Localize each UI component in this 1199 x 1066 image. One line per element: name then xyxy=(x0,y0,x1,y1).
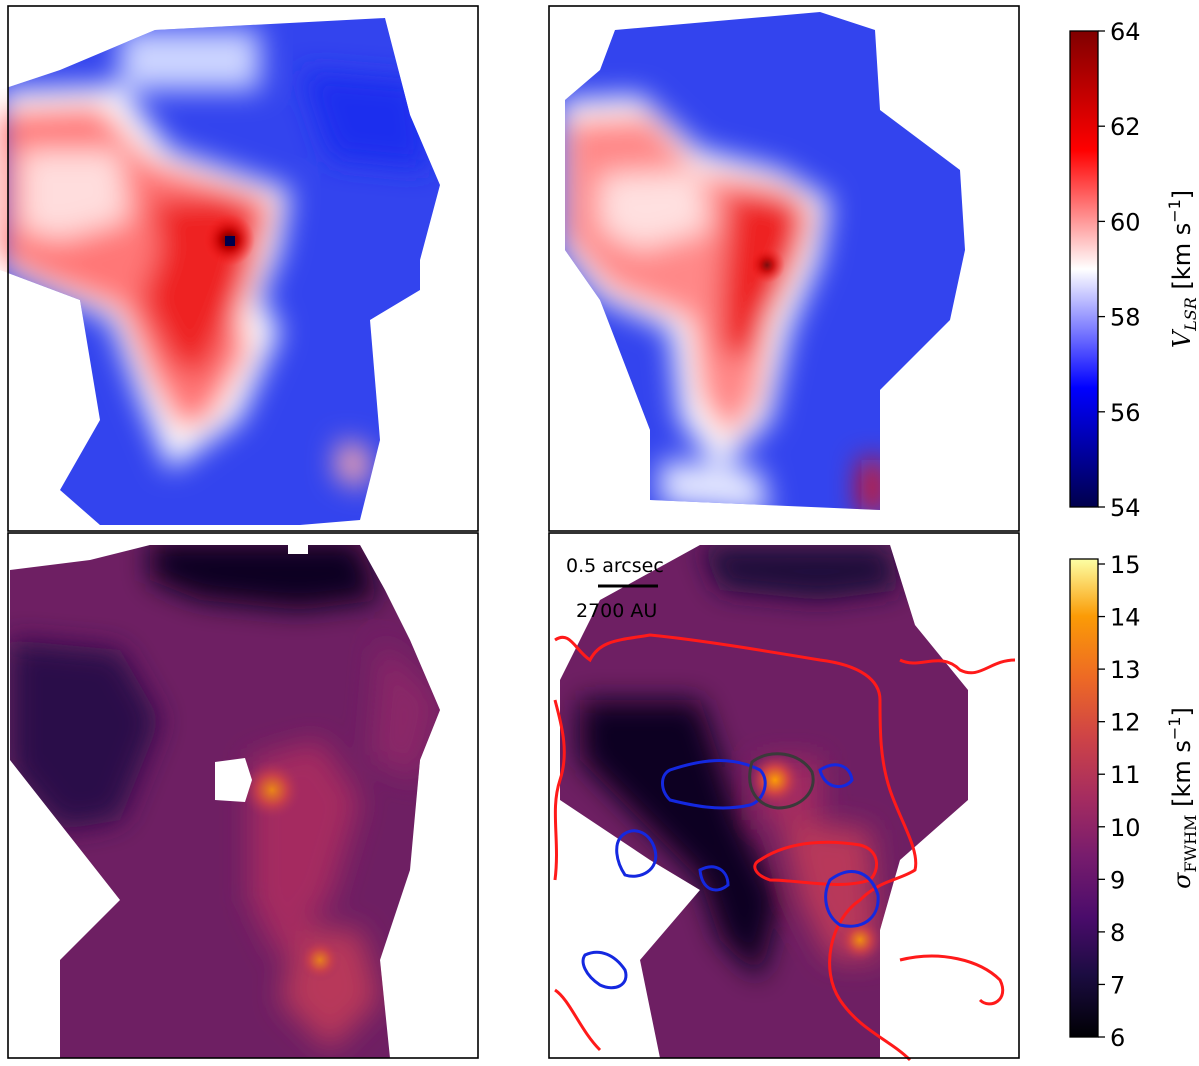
velocity-tick-label: 54 xyxy=(1110,494,1141,522)
velocity-tick-label: 60 xyxy=(1110,208,1141,236)
width-tick-label: 8 xyxy=(1110,919,1125,947)
width-tick-label: 7 xyxy=(1110,971,1125,999)
velocity-tick-label: 62 xyxy=(1110,113,1141,141)
width-tick-label: 15 xyxy=(1110,551,1141,579)
panel-top-right xyxy=(548,5,1020,532)
contour-red-4 xyxy=(899,658,1016,675)
panel-bottom-right: 0.5 arcsec 2700 AU xyxy=(548,532,1020,1062)
velocity-map-tr xyxy=(565,12,965,510)
width-tick-label: 10 xyxy=(1110,814,1141,842)
width-label-sub: FWHM xyxy=(1181,815,1199,873)
contour-blue-6 xyxy=(698,865,730,892)
velocity-label-sub: LSR xyxy=(1181,297,1199,332)
width-label-units: [km s xyxy=(1168,740,1196,814)
scalebar: 0.5 arcsec 2700 AU xyxy=(566,555,664,622)
panel-bottom-left xyxy=(7,532,479,1059)
colorbar-width-bar xyxy=(1069,558,1099,1038)
colorbar-velocity-ticks: 54 56 58 60 62 64 xyxy=(1098,18,1141,522)
frame-tr xyxy=(548,5,1020,532)
velocity-label-exp: −1 xyxy=(1165,199,1184,223)
contour-red-2 xyxy=(553,699,566,881)
frame-bl xyxy=(7,532,479,1059)
colorbar-velocity: 54 56 58 60 62 64 VLSR [km s−1] xyxy=(1069,18,1199,522)
width-tick-label: 11 xyxy=(1110,761,1141,789)
frame-br xyxy=(548,532,1020,1059)
colorbar-width-label: σFWHM [km s−1] xyxy=(1165,707,1199,889)
width-label-close: ] xyxy=(1168,707,1196,716)
contour-blue-1 xyxy=(661,759,767,810)
velocity-tick-label: 56 xyxy=(1110,399,1141,427)
width-map-bl xyxy=(10,545,440,1058)
contour-dark-1 xyxy=(748,752,815,810)
width-tick-label: 13 xyxy=(1110,656,1141,684)
contour-blue-5 xyxy=(581,950,628,990)
velocity-tick-label: 58 xyxy=(1110,304,1141,332)
scalebar-arcsec-label: 0.5 arcsec xyxy=(566,555,664,577)
velocity-label-close: ] xyxy=(1168,190,1196,199)
colorbar-width-ticks: 6 7 8 9 10 11 12 13 14 15 xyxy=(1098,551,1141,1052)
contour-red-6 xyxy=(554,988,602,1052)
width-tick-label: 9 xyxy=(1110,866,1125,894)
colorbar-velocity-label: VLSR [km s−1] xyxy=(1165,190,1199,348)
colorbar-width: 6 7 8 9 10 11 12 13 14 15 σFWHM [km s−1] xyxy=(1069,551,1199,1052)
contour-red-1 xyxy=(554,633,918,1062)
velocity-map-tl xyxy=(0,18,440,525)
velocity-label-main: V xyxy=(1168,328,1196,348)
width-tick-label: 14 xyxy=(1110,604,1141,632)
scalebar-au-label: 2700 AU xyxy=(576,600,657,622)
frame-tl xyxy=(7,5,479,532)
colorbar-velocity-bar xyxy=(1069,30,1099,508)
width-tick-label: 6 xyxy=(1110,1024,1125,1052)
panel-top-left xyxy=(0,5,479,532)
contour-blue-2 xyxy=(615,829,658,878)
contour-red-5 xyxy=(899,954,1004,1006)
contours-br xyxy=(553,633,1016,1062)
width-tick-label: 12 xyxy=(1110,709,1141,737)
velocity-tick-label: 64 xyxy=(1110,18,1141,46)
width-label-main: σ xyxy=(1168,872,1196,889)
velocity-label-units: [km s xyxy=(1168,223,1196,297)
contour-blue-4 xyxy=(824,870,880,928)
contour-blue-3 xyxy=(818,763,854,789)
width-label-exp: −1 xyxy=(1165,717,1184,741)
